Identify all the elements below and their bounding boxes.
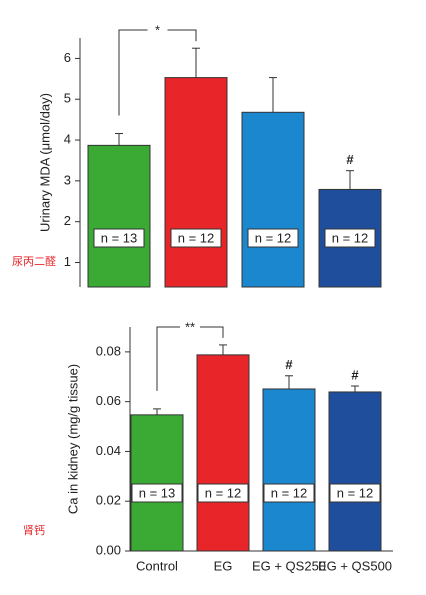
side-label: 尿丙二醛 [12, 254, 56, 268]
n-label-box [247, 228, 299, 248]
n-label: n = 12 [205, 485, 242, 500]
n-label-box [170, 228, 222, 248]
y-tick-label: 0.02 [96, 493, 121, 508]
significance-bracket [118, 29, 197, 116]
y-tick-label: 2 [64, 213, 71, 228]
significance-marker: # [351, 367, 359, 382]
n-label: n = 12 [178, 230, 215, 245]
n-label-box [329, 483, 381, 503]
n-label: n = 13 [139, 485, 176, 500]
significance-bracket [156, 326, 224, 391]
n-label-box [131, 483, 183, 503]
y-tick-label: 5 [64, 91, 71, 106]
n-label: n = 12 [255, 230, 292, 245]
n-label: n = 13 [101, 230, 138, 245]
y-axis-label: Urinary MDA (μmol/day) [37, 93, 52, 232]
n-label-box [93, 228, 145, 248]
y-axis-label: Ca in kidney (mg/g tissue) [65, 364, 80, 514]
n-label: n = 12 [337, 485, 374, 500]
y-tick-label: 6 [64, 50, 71, 65]
bar [130, 414, 184, 552]
n-label-box [263, 483, 315, 503]
x-tick-label: EG + QS500 [318, 558, 392, 573]
bar [241, 111, 305, 288]
x-tick-label: EG + QS250 [252, 558, 326, 573]
y-tick-label: 0.06 [96, 393, 121, 408]
bar [328, 391, 382, 552]
bar [87, 144, 151, 288]
significance-marker: # [346, 152, 354, 167]
y-tick-label: 0.04 [96, 443, 121, 458]
bar [164, 77, 228, 288]
n-label: n = 12 [332, 230, 369, 245]
n-label-box [324, 228, 376, 248]
y-tick-label: 0.08 [96, 343, 121, 358]
n-label-box [197, 483, 249, 503]
y-tick-label: 0.00 [96, 542, 121, 557]
x-tick-label: Control [136, 558, 178, 573]
y-tick-label: 1 [64, 254, 71, 269]
bar [196, 354, 250, 552]
significance-label: * [155, 22, 160, 37]
x-tick-label: EG [214, 558, 233, 573]
n-label: n = 12 [271, 485, 308, 500]
significance-label: ** [185, 319, 195, 334]
bar [262, 388, 316, 552]
y-tick-label: 3 [64, 172, 71, 187]
y-tick-label: 4 [64, 131, 71, 146]
significance-marker: # [285, 357, 293, 372]
side-label: 肾钙 [23, 523, 45, 537]
